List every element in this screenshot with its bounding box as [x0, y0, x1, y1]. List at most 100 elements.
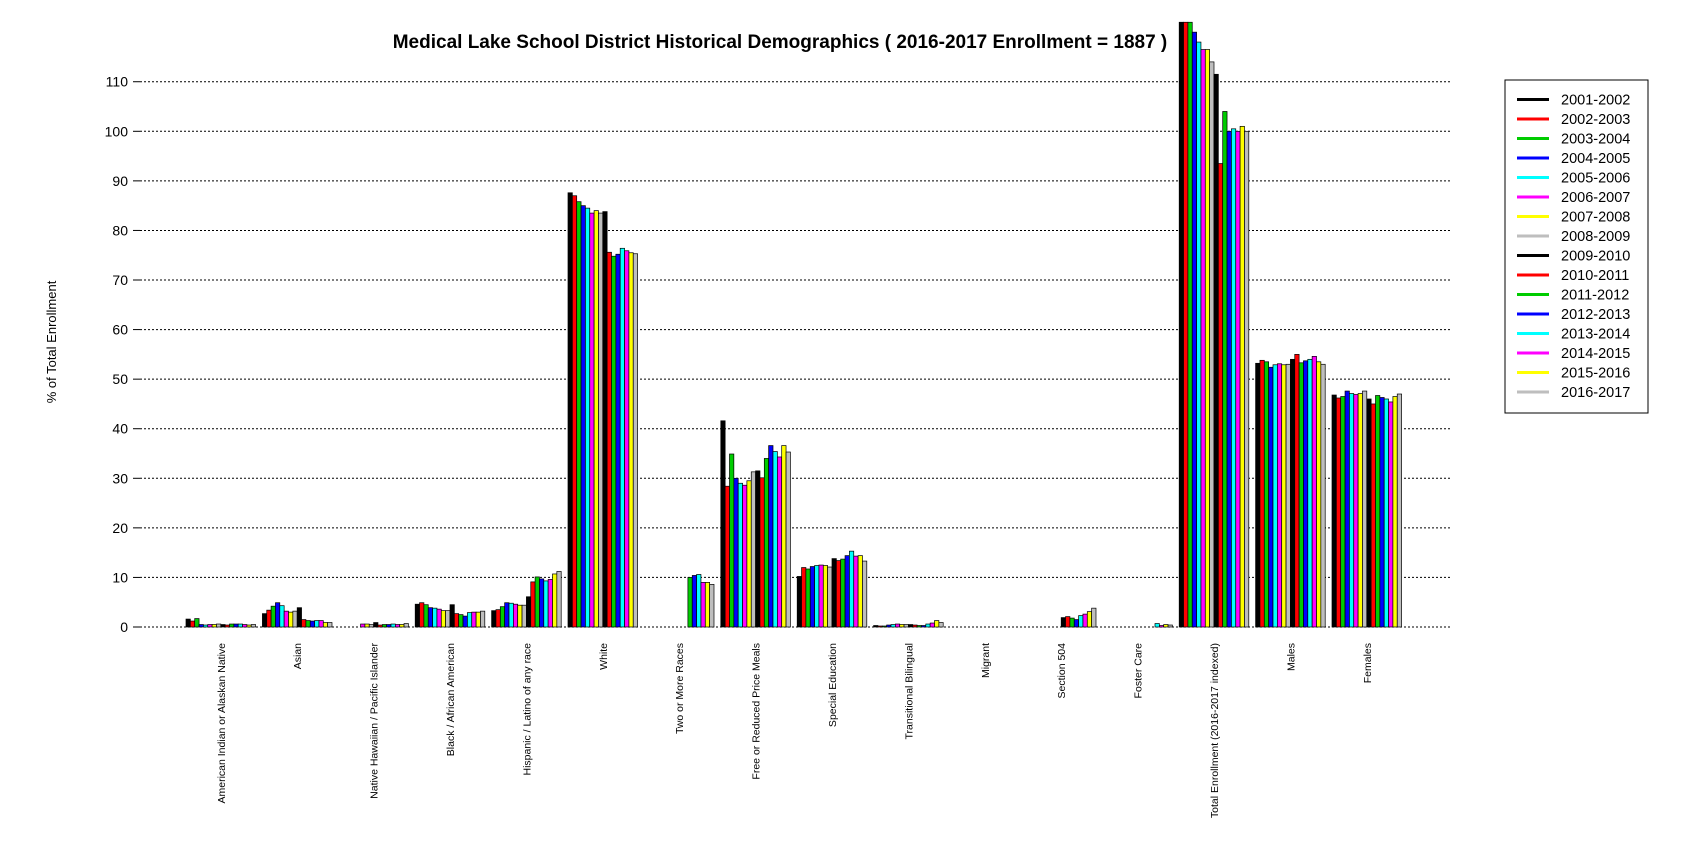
bar: [480, 610, 486, 628]
bar: [1285, 363, 1291, 628]
bar: [593, 210, 599, 628]
bar: [373, 622, 379, 628]
legend-label: 2008-2009: [1561, 229, 1630, 245]
bar: [521, 604, 527, 628]
bar: [1187, 21, 1193, 628]
bar: [602, 211, 608, 628]
bar: [526, 596, 532, 628]
bar: [517, 604, 523, 628]
bar: [246, 624, 252, 628]
legend-label: 2003-2004: [1561, 132, 1630, 148]
bar: [283, 610, 289, 628]
bar: [296, 607, 302, 628]
bar: [190, 620, 196, 628]
bar: [1388, 401, 1394, 628]
bar: [894, 623, 901, 628]
bar: [495, 609, 501, 628]
bar: [250, 624, 256, 628]
legend-label: 2007-2008: [1561, 210, 1630, 226]
bars: [185, 21, 1402, 628]
bar: [458, 614, 464, 628]
legend-label: 2005-2006: [1561, 171, 1630, 187]
bar: [840, 558, 846, 628]
bar: [445, 610, 451, 628]
bar: [768, 445, 774, 628]
bar: [759, 477, 765, 628]
bar: [1383, 398, 1389, 628]
bar: [1294, 354, 1300, 628]
bar: [1349, 393, 1355, 628]
category-label: Native Hawaiian / Pacific Islander: [369, 643, 381, 799]
bar: [449, 604, 455, 628]
bar: [381, 624, 387, 628]
bar: [242, 624, 248, 628]
bar: [1396, 393, 1402, 628]
bar: [292, 610, 298, 628]
y-tick-label: 30: [112, 470, 128, 486]
y-tick-label: 40: [112, 421, 128, 437]
bar: [750, 471, 756, 628]
bar: [1217, 163, 1224, 628]
bar: [216, 623, 222, 628]
bar: [403, 623, 409, 628]
bar: [1086, 611, 1093, 628]
bar: [314, 620, 320, 628]
bar: [700, 582, 706, 628]
bar: [729, 453, 735, 628]
bar: [360, 623, 366, 628]
bar: [567, 192, 573, 628]
bar: [1204, 49, 1211, 628]
bar: [414, 603, 420, 628]
category-label: Foster Care: [1133, 643, 1145, 699]
bar: [785, 451, 791, 628]
bar: [419, 602, 425, 628]
bar: [814, 565, 820, 628]
bar: [508, 602, 514, 628]
bar: [1244, 130, 1250, 628]
bar: [1158, 625, 1165, 628]
bar: [720, 420, 726, 628]
y-tick-label: 10: [112, 569, 128, 585]
bar: [301, 619, 307, 628]
bar: [822, 565, 828, 628]
bar: [903, 624, 909, 628]
bar: [1235, 130, 1241, 628]
category-label: Males: [1285, 643, 1297, 671]
bar: [1209, 61, 1215, 628]
bar: [539, 578, 545, 628]
bar: [1379, 397, 1385, 628]
bar: [1263, 361, 1270, 628]
bar: [1370, 403, 1376, 628]
bar: [229, 623, 235, 628]
bar: [499, 606, 505, 628]
bar: [275, 602, 281, 628]
bar: [619, 247, 625, 628]
bar: [687, 577, 693, 628]
y-tick-label: 70: [112, 272, 128, 288]
bar: [691, 575, 697, 628]
category-labels: American Indian or Alaskan Native Asian Na…: [216, 643, 1374, 819]
bar: [929, 622, 935, 628]
bar: [1078, 615, 1084, 628]
bar: [1311, 356, 1317, 628]
bar: [395, 624, 401, 628]
bar: [220, 624, 226, 628]
bar: [615, 253, 621, 628]
y-tick-label: 50: [112, 371, 128, 387]
legend-label: 2004-2005: [1561, 151, 1630, 167]
bar: [916, 625, 922, 628]
bar: [504, 602, 510, 628]
bar: [224, 624, 230, 628]
bar: [270, 605, 276, 628]
legend-label: 2014-2015: [1561, 346, 1630, 362]
bar: [925, 623, 931, 628]
bar: [462, 615, 468, 628]
bar: [194, 618, 200, 628]
legend: 2001-2002 2002-2003 2003-2004 2004-2005 2005…: [1504, 79, 1649, 414]
bar: [1392, 396, 1398, 628]
bar: [1366, 398, 1372, 628]
y-tick-label: 110: [106, 74, 129, 90]
category-label: Asian: [292, 643, 304, 669]
category-label: White: [598, 643, 610, 670]
